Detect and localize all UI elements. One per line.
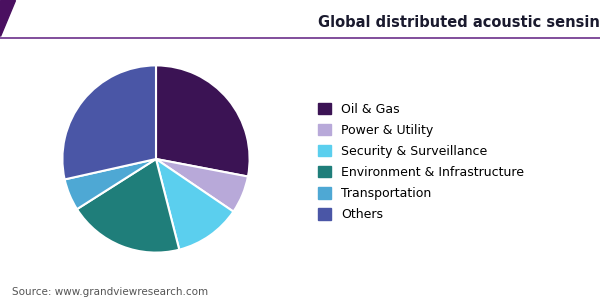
Text: Source: www.grandviewresearch.com: Source: www.grandviewresearch.com: [12, 287, 208, 297]
Wedge shape: [156, 65, 250, 176]
Text: Global distributed acoustic sensing market share, by vertical, 2018 (%): Global distributed acoustic sensing mark…: [318, 15, 600, 30]
Wedge shape: [156, 159, 248, 211]
Wedge shape: [156, 159, 233, 250]
Wedge shape: [62, 65, 156, 179]
Wedge shape: [65, 159, 156, 209]
Wedge shape: [77, 159, 179, 253]
Legend: Oil & Gas, Power & Utility, Security & Surveillance, Environment & Infrastructur: Oil & Gas, Power & Utility, Security & S…: [318, 103, 524, 221]
